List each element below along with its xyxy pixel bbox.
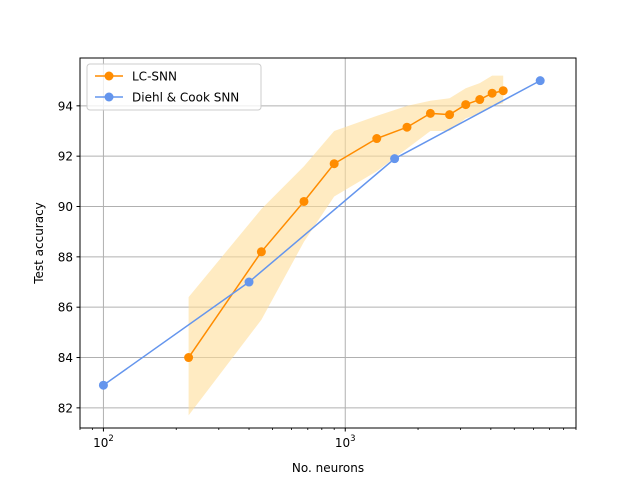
x-tick-label: 102 (93, 434, 114, 450)
data-point (329, 159, 339, 169)
legend-swatch-marker (104, 92, 114, 102)
legend-label: Diehl & Cook SNN (132, 91, 239, 105)
x-tick-label-base: 10 (93, 436, 108, 450)
x-axis-title: No. neurons (292, 461, 364, 475)
data-point (402, 122, 412, 132)
plot-frame (79, 57, 577, 429)
data-point (98, 380, 108, 390)
y-tick-label: 88 (58, 250, 73, 264)
confidence-bands (188, 75, 504, 416)
x-tick-label: 103 (335, 434, 356, 450)
data-point (390, 154, 400, 164)
y-tick-label: 82 (58, 401, 73, 415)
x-tick-label-exponent: 3 (350, 434, 355, 444)
data-point (461, 100, 471, 110)
y-tick-label: 92 (58, 150, 73, 164)
data-point (498, 86, 508, 96)
legend-box (86, 63, 262, 111)
data-point (475, 95, 485, 105)
x-tick-label-exponent: 2 (108, 434, 113, 444)
y-tick-label: 94 (58, 99, 73, 113)
data-point (372, 134, 382, 144)
data-point (184, 353, 194, 363)
data-point (256, 247, 266, 257)
data-point (244, 277, 254, 287)
series-points (98, 76, 545, 390)
legend-swatch-marker (104, 71, 114, 81)
data-point (299, 196, 309, 206)
data-point (535, 76, 545, 86)
data-point (445, 110, 455, 120)
y-axis-title: Test accuracy (32, 202, 46, 285)
y-tick-label: 84 (58, 351, 73, 365)
data-point (425, 108, 435, 118)
y-tick-label: 86 (58, 301, 73, 315)
series-line (102, 79, 541, 386)
legend-label: LC-SNN (132, 70, 177, 84)
data-point (487, 88, 497, 98)
x-tick-label-base: 10 (335, 436, 350, 450)
confidence-band (188, 75, 504, 416)
y-tick-label: 90 (58, 200, 73, 214)
legend: LC-SNN Diehl & Cook SNN (86, 63, 262, 111)
